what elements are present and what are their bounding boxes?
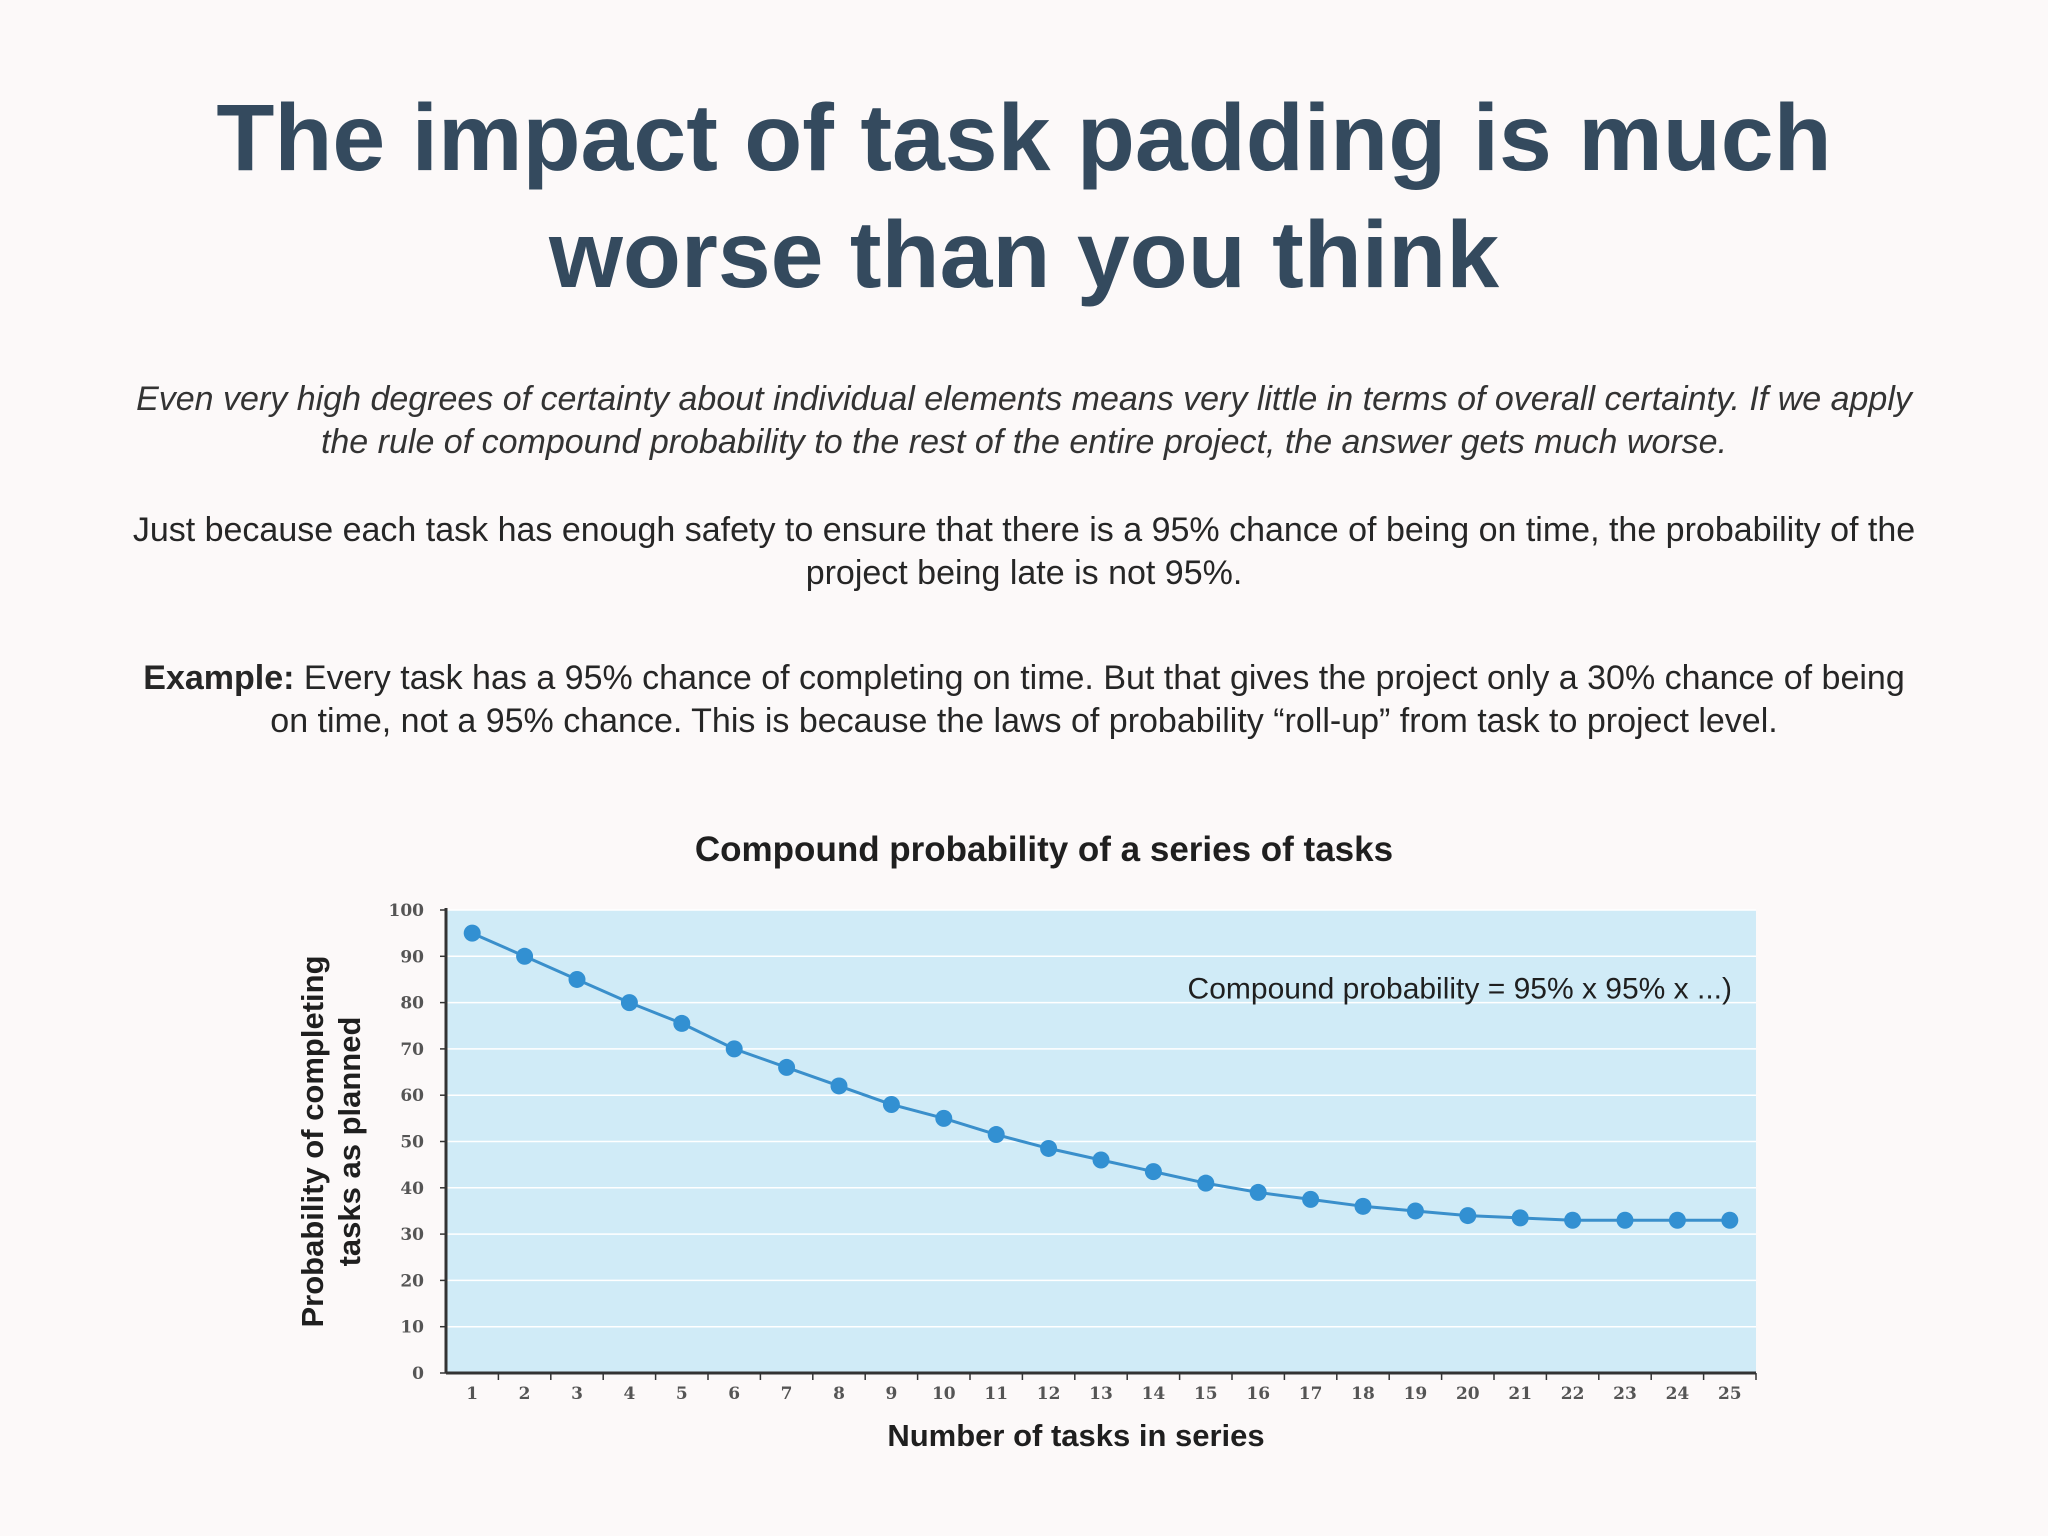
data-point-15 <box>1197 1174 1215 1192</box>
data-point-21 <box>1511 1209 1529 1227</box>
x-tick-label-14: 14 <box>1142 1384 1166 1404</box>
x-tick-label-21: 21 <box>1508 1384 1532 1404</box>
x-tick-label-19: 19 <box>1404 1384 1428 1404</box>
data-point-25 <box>1721 1211 1739 1229</box>
y-tick-label-100: 100 <box>389 901 425 921</box>
y-axis-label-line-1: Probability of completing <box>295 955 330 1327</box>
x-axis-label: Number of tasks in series <box>887 1418 1264 1453</box>
example-paragraph: Example: Every task has a 95% chance of … <box>120 657 1928 743</box>
data-point-17 <box>1302 1190 1320 1208</box>
slide-title: The impact of task padding is much worse… <box>0 80 2048 314</box>
data-point-14 <box>1144 1163 1162 1181</box>
x-tick-label-1: 1 <box>466 1384 478 1404</box>
x-tick-label-11: 11 <box>984 1384 1008 1404</box>
data-point-9 <box>882 1095 900 1113</box>
x-tick-label-13: 13 <box>1089 1384 1113 1404</box>
y-tick-label-80: 80 <box>400 994 424 1014</box>
example-label: Example: <box>143 659 295 697</box>
x-tick-label-9: 9 <box>885 1384 897 1404</box>
x-tick-label-15: 15 <box>1194 1384 1218 1404</box>
x-tick-label-20: 20 <box>1456 1384 1480 1404</box>
data-point-23 <box>1616 1211 1634 1229</box>
data-point-20 <box>1459 1207 1477 1225</box>
x-tick-label-5: 5 <box>676 1384 688 1404</box>
data-point-13 <box>1092 1151 1110 1169</box>
x-tick-label-18: 18 <box>1351 1384 1375 1404</box>
x-axis-ticks: 1 2 3 4 5 6 7 8 9 10 11 12 13 14 15 16 17 18 19 20 21 22 23 24 2… <box>466 1373 1757 1404</box>
data-point-7 <box>778 1058 796 1076</box>
data-point-10 <box>935 1109 953 1127</box>
data-point-3 <box>568 970 586 988</box>
x-tick-label-16: 16 <box>1246 1384 1270 1404</box>
x-tick-label-7: 7 <box>781 1384 793 1404</box>
data-point-19 <box>1406 1202 1424 1220</box>
data-point-22 <box>1564 1211 1582 1229</box>
data-point-1 <box>463 924 481 942</box>
x-tick-label-3: 3 <box>571 1384 583 1404</box>
title-line-1: The impact of task padding is much <box>216 85 1832 191</box>
gridlines <box>446 909 1756 1328</box>
x-tick-label-24: 24 <box>1666 1384 1690 1404</box>
data-point-12 <box>1040 1139 1058 1157</box>
x-tick-label-17: 17 <box>1299 1384 1323 1404</box>
data-point-11 <box>987 1126 1005 1144</box>
y-tick-label-60: 60 <box>400 1086 424 1106</box>
chart-annotation: Compound probability = 95% x 95% x ...) <box>1188 972 1732 1005</box>
axes <box>444 908 1756 1375</box>
data-point-18 <box>1354 1197 1372 1215</box>
intro-paragraph: Even very high degrees of certainty abou… <box>136 380 1912 461</box>
chart-title: Compound probability of a series of task… <box>694 830 1394 869</box>
title-line-2: worse than you think <box>548 202 1500 308</box>
x-tick-label-10: 10 <box>932 1384 956 1404</box>
x-tick-label-2: 2 <box>519 1384 531 1404</box>
data-point-6 <box>725 1040 743 1058</box>
y-tick-label-50: 50 <box>400 1133 424 1153</box>
y-axis-label-line-2: tasks as planned <box>332 1017 367 1267</box>
y-tick-label-30: 30 <box>400 1225 424 1245</box>
y-tick-label-0: 0 <box>412 1364 424 1384</box>
x-tick-label-8: 8 <box>833 1384 845 1404</box>
series-markers <box>463 924 1739 1229</box>
x-tick-label-25: 25 <box>1718 1384 1742 1404</box>
data-point-4 <box>620 994 638 1012</box>
y-axis-ticks: 0 10 20 30 40 50 60 70 80 90 100 <box>389 901 446 1384</box>
y-tick-label-20: 20 <box>400 1271 424 1291</box>
data-point-24 <box>1668 1211 1686 1229</box>
y-tick-label-10: 10 <box>400 1318 424 1338</box>
x-tick-label-6: 6 <box>728 1384 740 1404</box>
example-text: Every task has a 95% chance of completin… <box>270 659 1905 740</box>
data-point-8 <box>830 1077 848 1095</box>
safety-paragraph: Just because each task has enough safety… <box>132 511 1916 592</box>
data-point-2 <box>516 947 534 965</box>
x-tick-label-4: 4 <box>623 1384 635 1404</box>
data-point-16 <box>1249 1183 1267 1201</box>
x-tick-label-12: 12 <box>1037 1384 1061 1404</box>
y-tick-label-70: 70 <box>400 1040 424 1060</box>
y-tick-label-90: 90 <box>400 947 424 967</box>
y-tick-label-40: 40 <box>400 1179 424 1199</box>
x-tick-label-22: 22 <box>1561 1384 1585 1404</box>
data-point-5 <box>673 1014 691 1032</box>
x-tick-label-23: 23 <box>1613 1384 1637 1404</box>
